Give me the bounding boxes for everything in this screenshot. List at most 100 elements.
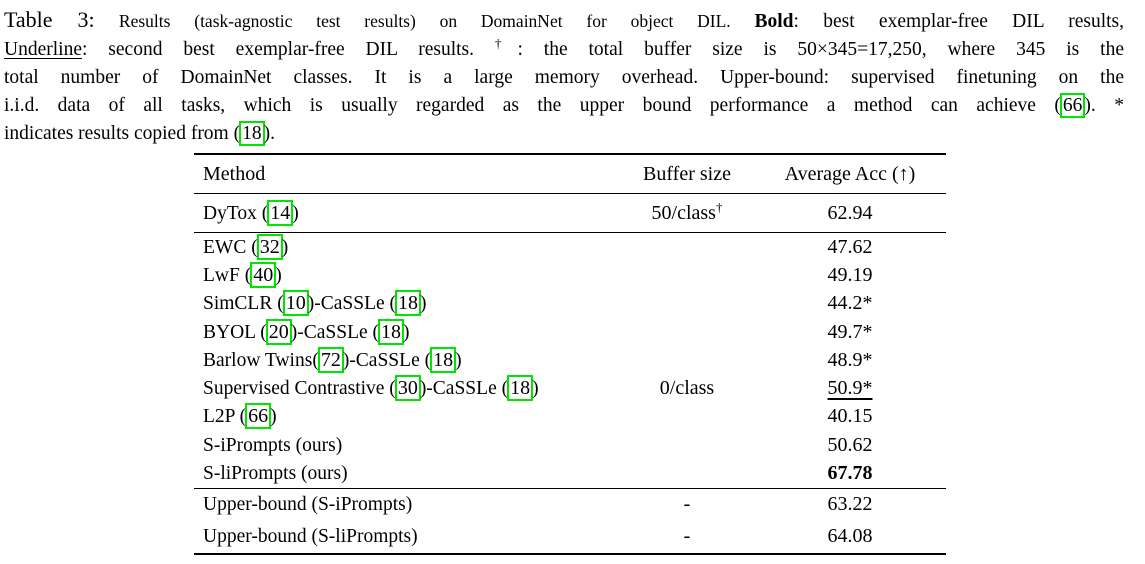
text-segment: L2P ( — [203, 406, 247, 428]
text-segment: Results (task-agnostic test results) on … — [118, 11, 755, 31]
citation-link[interactable]: 18 — [507, 375, 534, 402]
text-segment: ) — [292, 202, 299, 224]
citation-link[interactable]: 20 — [265, 318, 292, 345]
buffer-size-cell — [620, 346, 754, 374]
text-segment — [95, 11, 119, 32]
citation-link[interactable]: 66 — [245, 403, 272, 430]
average-acc-value: 40.15 — [827, 405, 873, 428]
text-segment: : the total buffer size is 50×345=17,250… — [517, 39, 1124, 60]
buffer-size-value: - — [683, 493, 691, 516]
citation-link[interactable]: 18 — [395, 290, 422, 317]
text-segment: ) — [275, 264, 282, 286]
average-acc-value: 47.62 — [827, 235, 873, 258]
citation-link[interactable]: 40 — [250, 261, 277, 288]
table-caption: Table 3: Results (task-agnostic test res… — [4, 6, 1124, 148]
text-segment: EWC ( — [203, 236, 258, 258]
results-table: Method Buffer size Average Acc (↑) DyTox… — [194, 153, 946, 555]
text-segment: ). * — [1084, 95, 1124, 116]
citation-link[interactable]: 30 — [394, 375, 421, 402]
text-segment: ). — [263, 123, 275, 144]
caption-line: Underline: second best exemplar-free DIL… — [4, 36, 1124, 64]
citation-link[interactable]: 32 — [256, 233, 283, 260]
method-cell: Upper-bound (S-liPrompts) — [194, 521, 620, 554]
method-cell: Upper-bound (S-iPrompts) — [194, 488, 620, 521]
text-segment: Bold — [754, 11, 794, 32]
text-segment: total number of DomainNet classes. It is… — [4, 67, 1124, 88]
caption-line: indicates results copied from (18). — [4, 120, 1124, 148]
method-cell: LwF (40) — [194, 261, 620, 289]
text-segment: ) — [403, 321, 410, 343]
text-segment: )-CaSSLe ( — [307, 293, 397, 315]
average-acc-cell: 62.94 — [754, 194, 946, 233]
method-cell: S-liPrompts (ours) — [194, 459, 620, 488]
table-row: Supervised Contrastive (30)-CaSSLe (18) 0… — [194, 374, 946, 402]
average-acc-value: 67.78 — [827, 462, 873, 485]
average-acc-cell: 64.08 — [754, 521, 946, 554]
average-acc-cell: 50.62 — [754, 431, 946, 459]
average-acc-value: 50.62 — [827, 433, 873, 456]
buffer-size-cell: - — [620, 521, 754, 554]
average-acc-value: 64.08 — [827, 525, 873, 548]
table-row: Upper-bound (S-iPrompts) - 63.22 — [194, 488, 946, 521]
average-acc-cell: 47.62 — [754, 233, 946, 262]
text-segment: Underline — [4, 39, 82, 60]
caption-line: Table 3: Results (task-agnostic test res… — [4, 6, 1124, 36]
citation-link[interactable]: 10 — [282, 290, 309, 317]
text-segment: )-CaSSLe ( — [419, 378, 509, 400]
buffer-size-cell — [620, 459, 754, 488]
text-segment: : best exemplar-free DIL results, — [793, 11, 1125, 32]
method-cell: EWC (32) — [194, 233, 620, 262]
average-acc-cell: 49.19 — [754, 261, 946, 289]
caption-line: total number of DomainNet classes. It is… — [4, 64, 1124, 92]
text-segment: ) — [281, 236, 289, 258]
buffer-size-cell — [620, 233, 754, 262]
text-segment: DyTox ( — [203, 202, 269, 224]
table-row: SimCLR (10)-CaSSLe (18) 44.2* — [194, 290, 946, 318]
table-body: DyTox (14) 50/class† 62.94 EWC (32) 47.62 LwF… — [194, 194, 946, 554]
text-segment: Supervised Contrastive ( — [203, 378, 396, 400]
citation-link[interactable]: 18 — [378, 318, 405, 345]
text-segment: Barlow Twins( — [203, 349, 319, 371]
text-segment: Upper-bound (S-liPrompts) — [203, 526, 418, 548]
citation-link[interactable]: 72 — [317, 346, 344, 373]
method-cell: L2P (66) — [194, 403, 620, 431]
citation-link[interactable]: 14 — [267, 199, 294, 226]
text-segment: SimCLR ( — [203, 293, 284, 315]
text-segment: Upper-bound (S-iPrompts) — [203, 494, 413, 516]
table-head: Method Buffer size Average Acc (↑) — [194, 154, 946, 194]
method-cell: S-iPrompts (ours) — [194, 431, 620, 459]
text-segment: ) — [455, 349, 462, 371]
average-acc-cell: 63.22 — [754, 488, 946, 521]
text-segment: : second best exemplar-free DIL results. — [81, 39, 495, 60]
citation-link[interactable]: 66 — [1059, 93, 1086, 118]
average-acc-cell: 44.2* — [754, 290, 946, 318]
average-acc-cell: 50.9* — [754, 374, 946, 402]
citation-link[interactable]: 18 — [239, 121, 265, 146]
table-row: L2P (66) 40.15 — [194, 403, 946, 431]
average-acc-cell: 40.15 — [754, 403, 946, 431]
table-row: DyTox (14) 50/class† 62.94 — [194, 194, 946, 233]
table-row: LwF (40) 49.19 — [194, 261, 946, 289]
buffer-size-value: - — [683, 525, 691, 548]
average-acc-value: 44.2* — [827, 292, 873, 315]
average-acc-value: 49.19 — [827, 263, 873, 286]
dagger-footnote-mark: † — [715, 198, 723, 214]
method-cell: Barlow Twins(72)-CaSSLe (18) — [194, 346, 620, 374]
average-acc-value: 63.22 — [827, 493, 873, 516]
method-cell: DyTox (14) — [194, 194, 620, 233]
buffer-size-cell — [620, 431, 754, 459]
text-segment: ) — [532, 378, 539, 400]
average-acc-value: 50.9* — [827, 377, 873, 400]
column-header-buffer-size: Buffer size — [620, 154, 754, 194]
text-segment: )-CaSSLe ( — [342, 349, 432, 371]
average-acc-cell: 49.7* — [754, 318, 946, 346]
citation-link[interactable]: 18 — [430, 346, 457, 373]
buffer-size-cell — [620, 318, 754, 346]
average-acc-value: 48.9* — [827, 348, 873, 371]
method-cell: SimCLR (10)-CaSSLe (18) — [194, 290, 620, 318]
buffer-size-value: 0/class — [659, 377, 715, 400]
method-cell: Supervised Contrastive (30)-CaSSLe (18) — [194, 374, 620, 402]
buffer-size-cell: 50/class† — [620, 194, 754, 233]
method-cell: BYOL (20)-CaSSLe (18) — [194, 318, 620, 346]
buffer-size-cell — [620, 261, 754, 289]
